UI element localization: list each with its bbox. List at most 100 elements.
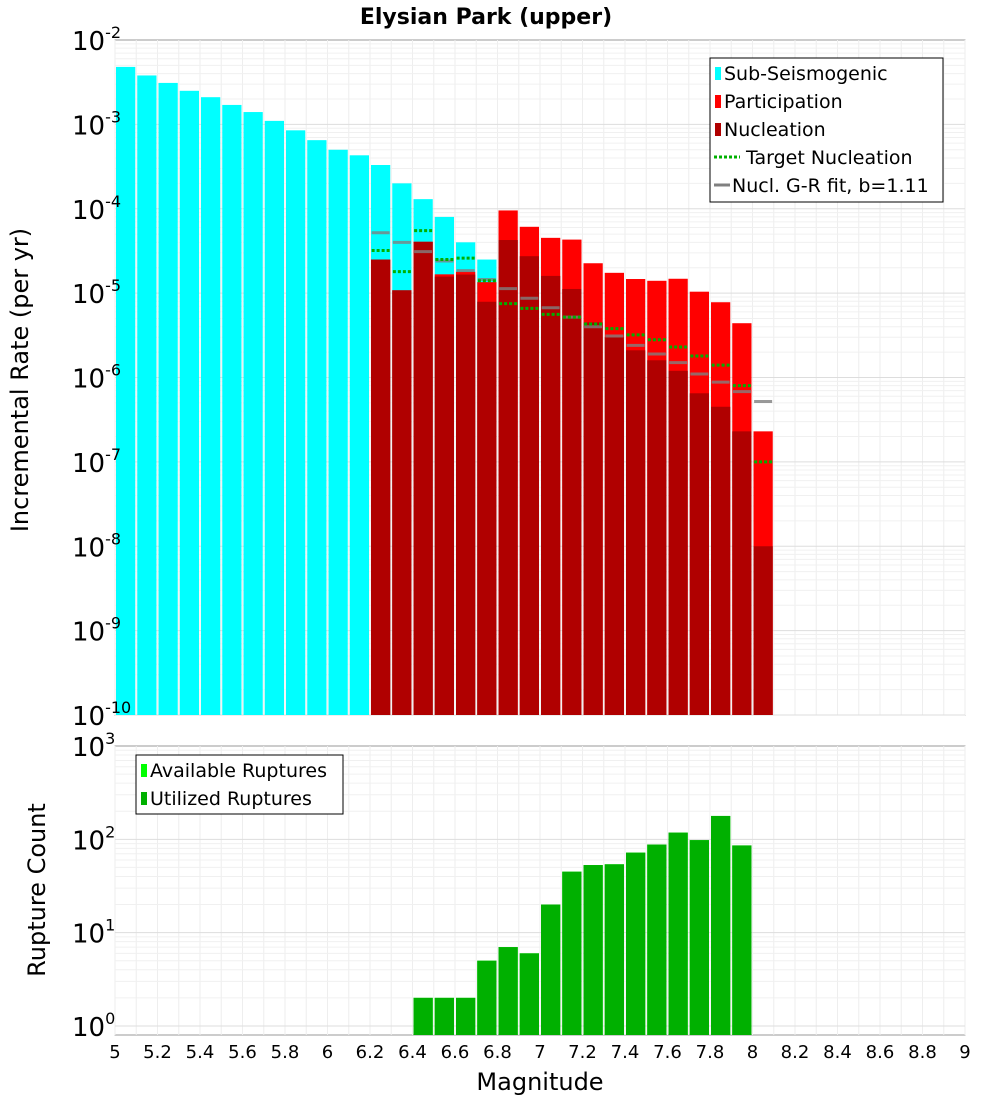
top-y-tick-label: 10-4 — [72, 192, 121, 226]
bar-utilized-ruptures — [647, 844, 667, 1035]
bar-nucleation — [732, 431, 752, 715]
bar-utilized-ruptures — [604, 864, 624, 1035]
bottom-y-ticks: 103 102 101 100 — [72, 729, 115, 1043]
top-y-tick-label: 10-5 — [72, 276, 121, 310]
legend-label-sub-seismogenic: Sub-Seismogenic — [724, 63, 888, 85]
bar-nucleation — [498, 240, 518, 716]
top-y-tick-label: 10-2 — [72, 23, 121, 57]
x-axis-label: Magnitude — [476, 1068, 603, 1096]
top-y-axis-label: Incremental Rate (per yr) — [6, 228, 34, 532]
bar-utilized-ruptures — [498, 947, 518, 1035]
top-bars — [116, 66, 773, 716]
legend-label-available-ruptures: Available Ruptures — [150, 760, 327, 782]
bar-utilized-ruptures — [732, 845, 752, 1035]
chart-title: Elysian Park (upper) — [360, 5, 612, 30]
legend-label-target-nucleation: Target Nucleation — [745, 147, 913, 169]
legend-label-participation: Participation — [724, 91, 843, 113]
bottom-x-ticks: 5 5.2 5.4 5.6 5.8 6 6.2 6.4 6.6 6.8 7 7.2 7.4 7.6 7.8 8… — [109, 1042, 970, 1063]
bar-sub-seismogenic — [222, 104, 242, 716]
bar-utilized-ruptures — [626, 852, 646, 1035]
legend-label-utilized-ruptures: Utilized Ruptures — [150, 788, 312, 810]
bar-nucleation — [413, 241, 433, 715]
bottom-y-tick-label: 103 — [72, 729, 115, 763]
bar-nucleation — [711, 406, 731, 715]
x-tick-label: 5.2 — [143, 1042, 172, 1063]
x-tick-label: 8.2 — [781, 1042, 810, 1063]
bar-nucleation — [477, 301, 497, 715]
x-tick-label: 6.6 — [441, 1042, 470, 1063]
x-tick-label: 8.4 — [823, 1042, 852, 1063]
bar-sub-seismogenic — [201, 97, 221, 715]
bar-utilized-ruptures — [583, 865, 603, 1035]
bar-sub-seismogenic — [243, 112, 263, 715]
legend-swatch-sub-seismogenic — [715, 67, 721, 80]
legend-swatch-utilized-ruptures — [141, 792, 147, 805]
x-tick-label: 7 — [534, 1042, 545, 1063]
bar-utilized-ruptures — [519, 953, 539, 1035]
bar-nucleation — [519, 256, 539, 715]
legend-label-nucleation: Nucleation — [724, 119, 826, 141]
top-legend: Sub-Seismogenic Participation Nucleation… — [709, 57, 944, 203]
top-y-tick-label: 10-9 — [72, 614, 121, 648]
bar-sub-seismogenic — [137, 75, 157, 716]
bar-nucleation — [689, 393, 709, 715]
bottom-legend: Available Ruptures Utilized Ruptures — [135, 754, 344, 815]
bar-nucleation — [541, 275, 561, 715]
x-tick-label: 8 — [747, 1042, 758, 1063]
bar-sub-seismogenic — [116, 66, 136, 716]
bar-sub-seismogenic — [264, 120, 284, 715]
top-y-tick-label: 10-7 — [72, 445, 121, 479]
top-lines — [371, 229, 773, 464]
bar-sub-seismogenic — [307, 140, 327, 716]
bar-nucleation — [583, 322, 603, 715]
x-tick-label: 5 — [109, 1042, 120, 1063]
x-tick-label: 5.8 — [271, 1042, 300, 1063]
bar-nucleation — [392, 290, 412, 715]
x-tick-label: 6.2 — [356, 1042, 385, 1063]
x-tick-label: 6.4 — [398, 1042, 427, 1063]
bar-nucleation — [668, 370, 688, 715]
bar-sub-seismogenic — [158, 82, 178, 715]
bar-sub-seismogenic — [349, 155, 369, 716]
bar-nucleation — [456, 274, 476, 715]
x-tick-label: 7.2 — [568, 1042, 597, 1063]
top-plot: Elysian Park (upper) 10-2 10-3 10-4 10-5 10-… — [6, 5, 966, 732]
bottom-y-tick-label: 100 — [72, 1009, 115, 1043]
top-legend-box — [709, 57, 944, 203]
bar-nucleation — [604, 337, 624, 715]
bar-utilized-ruptures — [477, 960, 497, 1035]
x-tick-label: 6 — [322, 1042, 333, 1063]
x-tick-label: 5.4 — [186, 1042, 215, 1063]
legend-swatch-nucleation — [715, 123, 721, 136]
bottom-y-tick-label: 101 — [72, 916, 115, 950]
bar-nucleation — [562, 288, 582, 715]
bar-nucleation — [647, 360, 667, 715]
bar-utilized-ruptures — [456, 997, 476, 1035]
bar-nucleation — [371, 259, 391, 715]
bar-utilized-ruptures — [562, 871, 582, 1035]
bar-utilized-ruptures — [413, 997, 433, 1035]
top-y-tick-label: 10-8 — [72, 529, 121, 563]
bar-utilized-ruptures — [711, 815, 731, 1035]
x-tick-label: 7.8 — [696, 1042, 725, 1063]
x-tick-label: 5.6 — [228, 1042, 257, 1063]
bar-sub-seismogenic — [328, 149, 348, 715]
x-tick-label: 7.4 — [611, 1042, 640, 1063]
x-tick-label: 8.8 — [908, 1042, 937, 1063]
legend-label-gr-fit: Nucl. G-R fit, b=1.11 — [732, 175, 929, 197]
bar-nucleation — [753, 546, 773, 715]
legend-swatch-available-ruptures — [141, 764, 147, 777]
legend-swatch-participation — [715, 95, 721, 108]
bottom-bars — [413, 815, 752, 1035]
bottom-plot: 103 102 101 100 5 5.2 5.4 5.6 5.8 6 6.2 6.4 6.6 6.8 7… — [23, 729, 971, 1096]
top-y-tick-label: 10-6 — [72, 361, 121, 395]
bar-utilized-ruptures — [689, 840, 709, 1035]
bar-sub-seismogenic — [179, 90, 199, 715]
bar-nucleation — [626, 350, 646, 715]
bottom-y-axis-label: Rupture Count — [23, 803, 51, 977]
top-y-tick-label: 10-3 — [72, 107, 121, 141]
top-y-tick-label: 10-10 — [72, 698, 131, 732]
bar-utilized-ruptures — [668, 832, 688, 1035]
bottom-legend-box — [135, 754, 344, 815]
